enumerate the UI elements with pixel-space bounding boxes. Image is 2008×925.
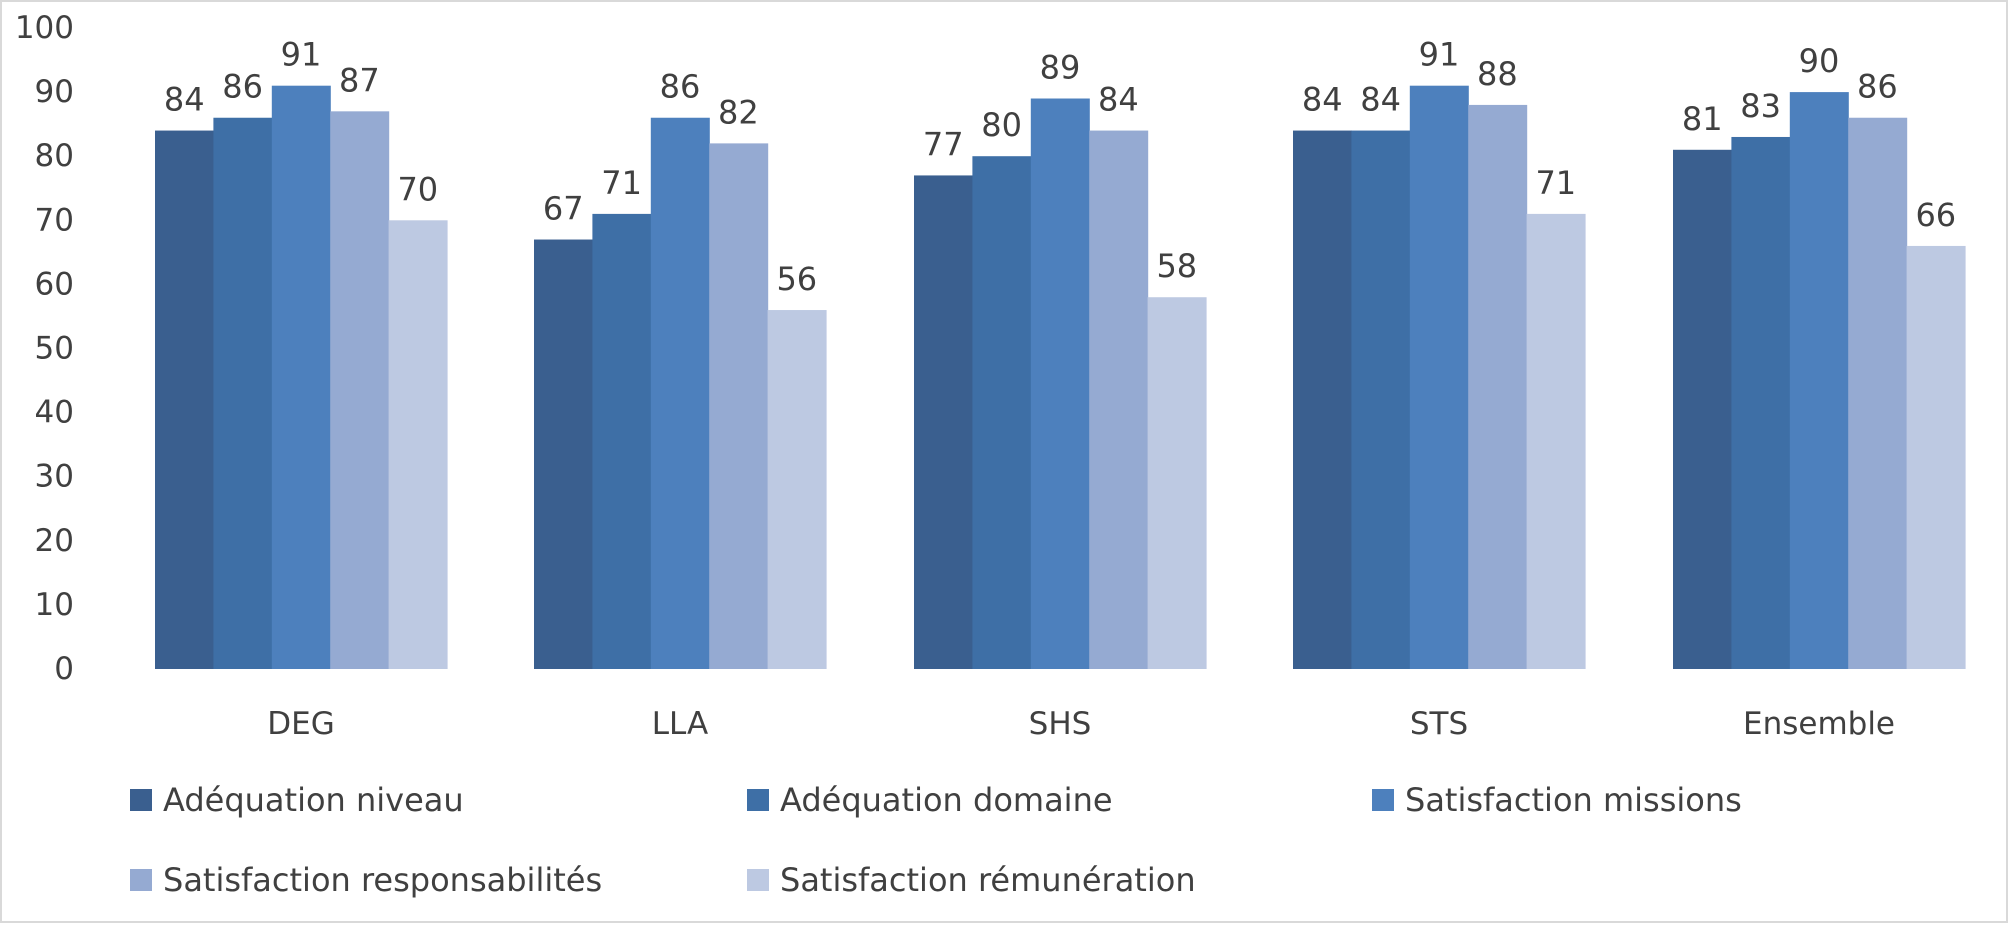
data-label: 86 xyxy=(1857,68,1898,106)
data-label: 90 xyxy=(1799,42,1840,80)
bar xyxy=(1293,130,1352,669)
x-tick-label: DEG xyxy=(267,706,334,742)
bars xyxy=(155,85,1966,670)
x-tick-label: SHS xyxy=(1029,706,1092,742)
data-label: 86 xyxy=(660,68,701,106)
legend-item: Satisfaction missions xyxy=(1372,781,1742,819)
bar xyxy=(1526,213,1586,669)
data-label: 89 xyxy=(1040,49,1081,87)
legend-swatch xyxy=(747,869,769,891)
data-label: 83 xyxy=(1740,87,1781,125)
data-label: 84 xyxy=(1302,81,1343,119)
data-label: 84 xyxy=(164,81,205,119)
data-label: 67 xyxy=(543,190,584,228)
bar xyxy=(330,111,390,669)
data-label: 84 xyxy=(1360,81,1401,119)
y-tick-label: 60 xyxy=(35,266,74,302)
bar xyxy=(534,239,593,669)
data-label: 77 xyxy=(923,125,964,163)
legend-swatch xyxy=(747,789,769,811)
y-axis: 0 10 20 30 40 50 60 70 80 90 100 xyxy=(15,10,74,687)
y-tick-label: 30 xyxy=(35,459,74,495)
bar xyxy=(592,213,652,669)
data-label: 80 xyxy=(981,106,1022,144)
bar xyxy=(1468,104,1528,670)
data-label: 81 xyxy=(1682,100,1723,138)
data-label: 71 xyxy=(1535,164,1576,202)
data-label: 58 xyxy=(1156,247,1197,285)
bar xyxy=(1089,130,1149,669)
legend-swatch xyxy=(1372,789,1394,811)
bar xyxy=(972,156,1032,669)
legend-item: Adéquation domaine xyxy=(747,781,1113,819)
x-axis: DEG LLA SHS STS Ensemble xyxy=(267,706,1895,742)
bar xyxy=(1351,130,1411,669)
data-label: 86 xyxy=(222,68,263,106)
legend-label: Adéquation domaine xyxy=(780,781,1113,819)
bar xyxy=(650,117,710,670)
bar xyxy=(271,85,331,669)
bar xyxy=(388,220,448,670)
bar xyxy=(1030,98,1090,669)
data-label: 66 xyxy=(1915,196,1956,234)
y-tick-label: 0 xyxy=(54,651,74,687)
bar xyxy=(1673,149,1732,670)
bar xyxy=(1731,136,1791,670)
data-label: 84 xyxy=(1098,81,1139,119)
bar xyxy=(155,130,214,669)
data-label: 71 xyxy=(601,164,642,202)
data-label: 91 xyxy=(1419,36,1460,74)
x-tick-label: STS xyxy=(1410,706,1468,742)
data-label: 88 xyxy=(1477,55,1518,93)
data-label: 56 xyxy=(776,260,817,298)
bar xyxy=(1906,245,1966,669)
bar xyxy=(1848,117,1908,670)
x-tick-label: Ensemble xyxy=(1743,706,1895,742)
data-label: 70 xyxy=(397,170,438,208)
legend-label: Satisfaction rémunération xyxy=(780,861,1196,899)
bar xyxy=(1147,297,1207,669)
data-label: 87 xyxy=(339,61,380,99)
bar xyxy=(1789,92,1849,670)
y-tick-label: 40 xyxy=(35,395,74,431)
bar xyxy=(1409,85,1469,669)
legend-swatch xyxy=(130,869,152,891)
y-tick-label: 20 xyxy=(35,523,74,559)
data-label: 91 xyxy=(281,36,322,74)
x-tick-label: LLA xyxy=(652,706,708,742)
legend-swatch xyxy=(130,789,152,811)
y-tick-label: 10 xyxy=(35,587,74,623)
legend-label: Adéquation niveau xyxy=(163,781,464,819)
data-label: 82 xyxy=(718,93,759,131)
y-tick-label: 100 xyxy=(15,10,74,46)
legend-label: Satisfaction responsabilités xyxy=(163,861,602,899)
bar xyxy=(914,175,973,669)
legend-item: Satisfaction rémunération xyxy=(747,861,1196,899)
bar xyxy=(213,117,273,670)
y-tick-label: 90 xyxy=(35,74,74,110)
legend-item: Satisfaction responsabilités xyxy=(130,861,602,899)
y-tick-label: 80 xyxy=(35,138,74,174)
y-tick-label: 50 xyxy=(35,331,74,367)
legend-label: Satisfaction missions xyxy=(1405,781,1742,819)
bar xyxy=(709,143,769,669)
y-tick-label: 70 xyxy=(35,202,74,238)
legend-item: Adéquation niveau xyxy=(130,781,464,819)
legend: Adéquation niveau Adéquation domaine Satis… xyxy=(130,781,1742,899)
bar xyxy=(767,310,827,669)
data-labels: 84 86 91 87 70 67 71 86 82 56 77 80 89 84 58 84 84 91 88 71… xyxy=(164,36,1956,298)
